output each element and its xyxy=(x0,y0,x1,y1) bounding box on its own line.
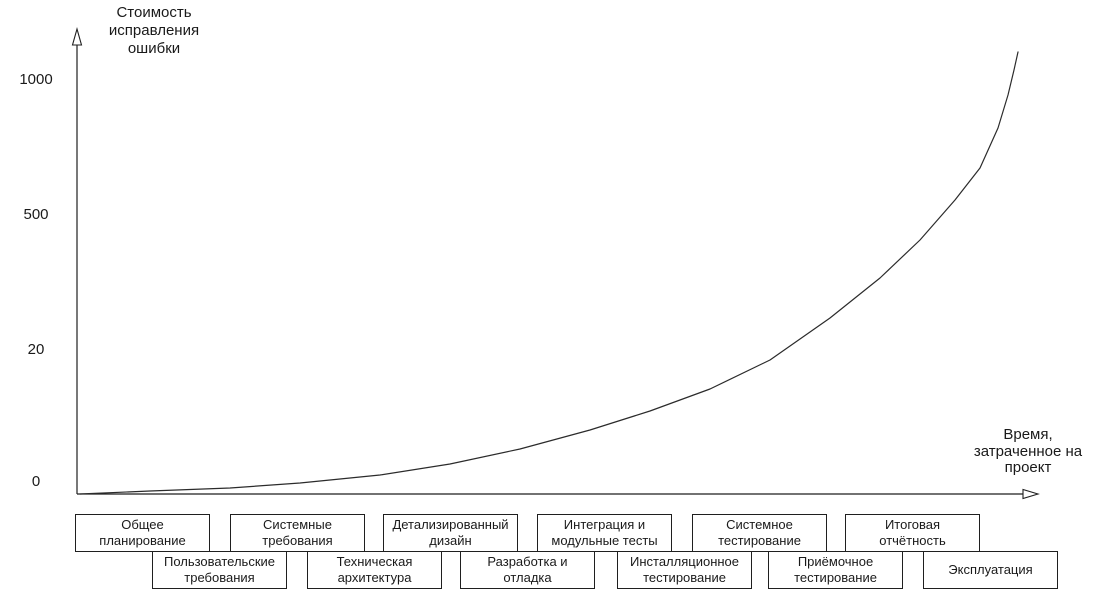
y-tick-0: 0 xyxy=(31,473,41,490)
y-tick-500: 500 xyxy=(23,206,49,223)
phase-box-technical-architecture: Техническая архитектура xyxy=(307,551,442,589)
phase-box-integration-unit-tests: Интеграция и модульные тесты xyxy=(537,514,672,552)
x-axis-arrowhead-icon xyxy=(1022,488,1040,500)
phase-box-acceptance-testing: Приёмочное тестирование xyxy=(768,551,903,589)
x-axis-title: Время, затраченное на проект xyxy=(973,426,1083,476)
y-axis-arrowhead-icon xyxy=(71,26,83,46)
phase-box-user-requirements: Пользовательские требования xyxy=(152,551,287,589)
phase-box-system-testing: Системное тестирование xyxy=(692,514,827,552)
phase-box-general-planning: Общее планирование xyxy=(75,514,210,552)
phase-box-final-reporting: Итоговая отчётность xyxy=(845,514,980,552)
phase-box-development-debugging: Разработка и отладка xyxy=(460,551,595,589)
phase-box-installation-testing: Инсталляционное тестирование xyxy=(617,551,752,589)
phase-box-system-requirements: Системные требования xyxy=(230,514,365,552)
phase-box-operation: Эксплуатация xyxy=(923,551,1058,589)
y-tick-1000: 1000 xyxy=(19,71,53,88)
phase-box-detailed-design: Детализированный дизайн xyxy=(383,514,518,552)
y-axis-title: Стоимость исправления ошибки xyxy=(108,4,200,57)
cost-curve xyxy=(79,51,1019,495)
y-tick-20: 20 xyxy=(27,341,45,358)
